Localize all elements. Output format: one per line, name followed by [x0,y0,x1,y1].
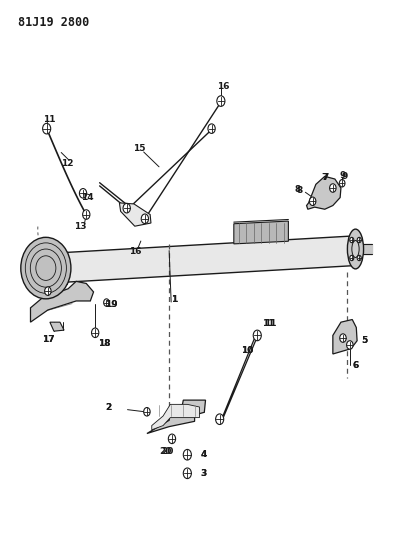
Text: 81J19 2800: 81J19 2800 [18,16,89,29]
Circle shape [45,287,51,295]
Polygon shape [33,236,358,284]
Text: 2: 2 [105,403,112,412]
Circle shape [183,449,191,460]
Text: 8: 8 [295,185,301,194]
Circle shape [141,214,149,223]
Circle shape [350,255,354,261]
Text: 17: 17 [42,335,55,344]
Circle shape [208,124,215,133]
Text: 11: 11 [43,115,55,124]
Text: 5: 5 [361,336,367,345]
Text: 14: 14 [81,193,94,202]
Polygon shape [119,203,151,226]
Text: 9: 9 [340,171,346,180]
Polygon shape [234,221,289,244]
Text: 5: 5 [361,336,367,345]
Circle shape [253,330,261,341]
Polygon shape [50,322,64,331]
Circle shape [339,180,345,187]
Circle shape [350,237,354,243]
Circle shape [357,255,361,261]
Text: 18: 18 [98,339,111,348]
Text: 16: 16 [217,82,229,91]
Circle shape [79,189,87,198]
Text: 7: 7 [323,173,329,182]
Text: 4: 4 [200,450,207,459]
Ellipse shape [352,240,359,257]
Circle shape [168,434,175,443]
Text: 1: 1 [171,295,177,304]
Circle shape [216,414,224,424]
Text: 20: 20 [159,447,171,456]
Text: 3: 3 [200,469,207,478]
Text: 17: 17 [42,335,55,344]
Circle shape [217,96,225,107]
Circle shape [123,204,130,213]
Text: 16: 16 [129,247,141,256]
Text: 20: 20 [161,447,173,456]
Ellipse shape [348,229,363,269]
Text: 6: 6 [352,361,359,370]
Text: 7: 7 [322,173,328,182]
Text: 10: 10 [241,346,253,355]
Text: 6: 6 [352,361,359,370]
Text: 11: 11 [262,319,274,328]
Text: 12: 12 [61,159,73,168]
Circle shape [347,341,353,349]
Text: 9: 9 [342,172,348,181]
Text: 15: 15 [133,144,146,154]
Text: 3: 3 [200,469,207,478]
Text: 13: 13 [74,222,87,231]
Circle shape [183,468,191,479]
Polygon shape [306,176,341,209]
Polygon shape [333,319,357,354]
Text: 19: 19 [105,300,118,309]
Polygon shape [218,333,260,421]
Circle shape [357,237,361,243]
Text: 1: 1 [171,295,177,304]
Text: 18: 18 [98,339,111,348]
Text: 11: 11 [264,319,276,328]
Text: 10: 10 [241,346,253,355]
Text: 4: 4 [200,450,207,459]
Polygon shape [31,281,94,322]
Circle shape [144,408,150,416]
Text: 2: 2 [105,403,112,412]
Circle shape [104,299,109,306]
Circle shape [309,197,316,206]
Circle shape [83,210,90,219]
Text: 8: 8 [297,186,303,195]
Circle shape [330,184,336,192]
Polygon shape [152,405,199,430]
Text: 19: 19 [105,300,118,309]
Circle shape [92,328,99,337]
Polygon shape [363,244,372,254]
Circle shape [43,123,51,134]
Circle shape [340,334,346,342]
Ellipse shape [21,237,71,299]
Polygon shape [147,400,206,433]
